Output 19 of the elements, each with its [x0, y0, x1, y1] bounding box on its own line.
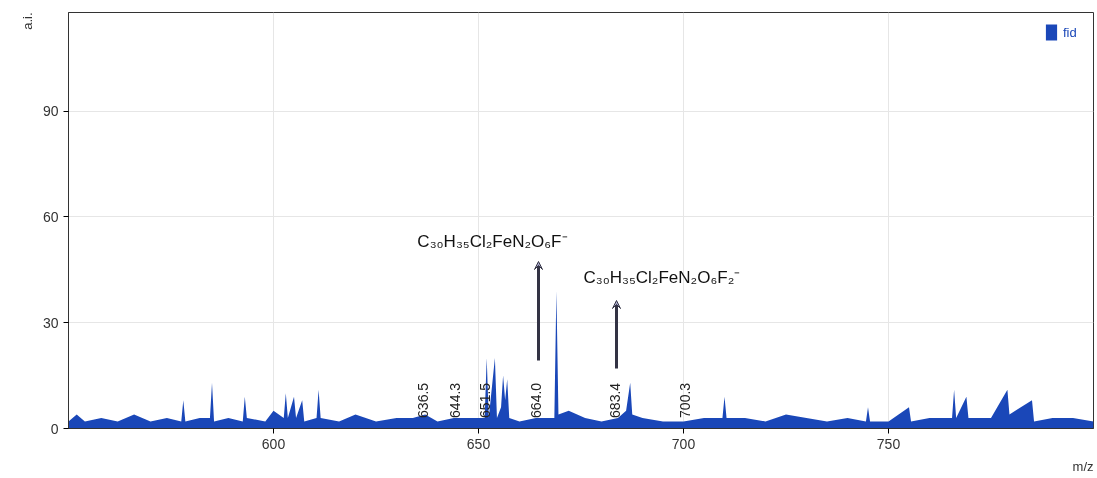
legend-label: fid: [1063, 24, 1078, 40]
y-tick-label: 0: [50, 420, 59, 437]
annotation: 700.3: [676, 382, 693, 418]
y-tick-label: 30: [42, 314, 59, 331]
x-tick-label: 600: [261, 435, 286, 452]
annotation: 644.3: [447, 382, 464, 418]
y-tick-label: 60: [42, 208, 59, 225]
x-tick-label: 750: [876, 435, 901, 452]
y-tick-label: 90: [42, 103, 59, 120]
x-tick-label: 650: [466, 435, 491, 452]
x-tick-label: 700: [671, 435, 696, 452]
annotation: 651.5: [476, 382, 493, 418]
annotation: 664.0: [527, 382, 544, 418]
annotation: C₃₀H₃₅Cl₂FeN₂O₆F₂⁻: [583, 267, 741, 287]
annotation: C₃₀H₃₅Cl₂FeN₂O₆F⁻: [417, 231, 568, 251]
x-axis-title: m/z: [1072, 458, 1094, 474]
annotation: 683.4: [607, 382, 624, 418]
annotation: 636.5: [415, 382, 432, 418]
y-axis-title: a.i.: [19, 12, 35, 30]
